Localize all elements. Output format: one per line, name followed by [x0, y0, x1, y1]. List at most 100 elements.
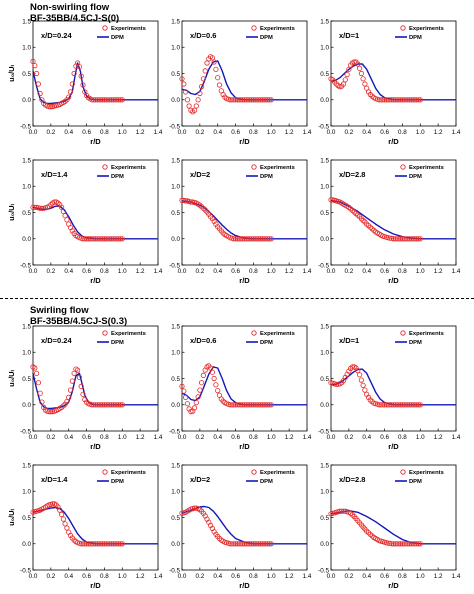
x-tick-label: 0.8	[398, 129, 407, 136]
experiment-point	[204, 60, 210, 66]
legend-marker-experiments	[102, 469, 108, 475]
legend-label-experiments: Experiments	[260, 26, 295, 32]
experiment-point	[417, 402, 423, 408]
experiment-point	[179, 383, 185, 389]
experiment-point	[256, 541, 262, 547]
experiment-point	[103, 97, 109, 103]
y-tick-label: 1.0	[171, 489, 180, 496]
x-tick-label: 0.8	[100, 268, 109, 275]
experiment-point	[266, 97, 273, 103]
experiment-point	[35, 81, 42, 87]
experiment-point	[394, 236, 400, 242]
experiment-point	[103, 402, 109, 408]
experiment-point	[346, 204, 352, 210]
experiment-point	[415, 97, 422, 103]
experiment-point	[358, 216, 364, 222]
experiment-point	[385, 97, 391, 103]
experiment-point	[396, 236, 402, 242]
experiment-point	[387, 97, 393, 103]
experiment-point	[403, 541, 409, 547]
experiment-point	[109, 97, 115, 103]
experiment-point	[403, 236, 409, 242]
experiment-point	[266, 541, 273, 547]
experiment-point	[85, 236, 92, 242]
experiment-point	[216, 82, 223, 88]
x-tick-label: 0.6	[380, 129, 389, 136]
legend-label-experiments: Experiments	[409, 470, 444, 476]
x-tick-label: 1.0	[416, 434, 425, 441]
y-tick-label: 1.0	[22, 45, 31, 52]
x-tick-label: 1.4	[452, 129, 461, 136]
experiment-point	[114, 97, 120, 103]
experiment-point	[60, 516, 67, 522]
experiment-point	[110, 97, 117, 103]
experiment-point	[268, 97, 274, 103]
subplot-12: -0.50.00.51.01.50.0 0.2 0.4 0.6 0.8 1.0 1.2 1.4…	[318, 462, 461, 590]
experiment-point	[98, 236, 104, 242]
experiment-point	[261, 541, 267, 547]
experiment-point	[240, 541, 246, 547]
experiment-point	[394, 97, 400, 103]
experiment-point	[250, 97, 256, 103]
x-tick-label: 1.4	[452, 434, 461, 441]
legend-label-experiments: Experiments	[260, 470, 295, 476]
experiment-point	[268, 236, 274, 242]
subplot-4: -0.50.00.51.01.50.0 0.2 0.4 0.6 0.8 1.0 1.2 1.4…	[7, 157, 163, 285]
y-tick-label: 0.5	[22, 376, 31, 383]
x-tick-label: 0.8	[249, 573, 258, 580]
y-tick-label: 0.0	[22, 97, 31, 104]
x-tick-label: 1.2	[136, 434, 145, 441]
experiment-point	[116, 541, 122, 547]
experiment-point	[414, 402, 420, 408]
experiment-point	[349, 364, 355, 370]
experiment-point	[100, 97, 106, 103]
experiment-point	[380, 402, 386, 408]
experiment-point	[119, 97, 125, 103]
experiment-point	[358, 377, 364, 383]
experiment-point	[215, 75, 221, 81]
section-subtitle: BF-35BB/4.5CJ-S(0.3)	[30, 316, 128, 327]
x-tick-label: 0.6	[380, 268, 389, 275]
experiment-point	[112, 402, 118, 408]
x-axis-label: r/D	[388, 276, 399, 285]
x-tick-label: 1.2	[136, 268, 145, 275]
x-tick-label: 1.0	[416, 129, 425, 136]
experiment-point	[98, 97, 104, 103]
x-tick-label: 1.4	[154, 129, 163, 136]
experiment-point	[355, 61, 361, 67]
experiment-point	[249, 541, 255, 547]
experiment-point	[252, 402, 258, 408]
experiment-point	[390, 97, 397, 103]
experiment-point	[417, 97, 423, 103]
experiment-point	[403, 402, 409, 408]
experiment-point	[110, 541, 117, 547]
y-tick-label: -0.5	[20, 262, 31, 269]
experiment-point	[414, 97, 420, 103]
y-tick-label: 1.0	[320, 350, 329, 357]
experiment-point	[87, 236, 93, 242]
experiment-point	[32, 365, 38, 371]
experiment-point	[100, 402, 106, 408]
y-tick-label: 0.0	[22, 236, 31, 243]
experiment-point	[78, 73, 84, 79]
experiment-point	[100, 541, 106, 547]
experiment-point	[57, 507, 63, 513]
experiment-point	[112, 541, 118, 547]
y-tick-label: 0.5	[171, 376, 180, 383]
x-axis-label: r/D	[388, 137, 399, 146]
legend-marker-experiments	[251, 330, 257, 336]
experiment-point	[91, 402, 97, 408]
y-tick-label: 0.5	[22, 71, 31, 78]
legend-label-dpm: DPM	[111, 35, 124, 41]
legend-label-experiments: Experiments	[409, 331, 444, 337]
y-tick-label: 1.5	[22, 157, 31, 164]
y-tick-label: 1.5	[22, 323, 31, 330]
experiment-point	[197, 387, 203, 393]
experiment-point	[89, 97, 95, 103]
experiment-point	[410, 236, 416, 242]
experiment-point	[183, 89, 189, 95]
experiment-point	[71, 70, 77, 77]
experiment-point	[385, 402, 391, 408]
legend-label-dpm: DPM	[111, 479, 124, 485]
experiment-point	[37, 90, 43, 97]
